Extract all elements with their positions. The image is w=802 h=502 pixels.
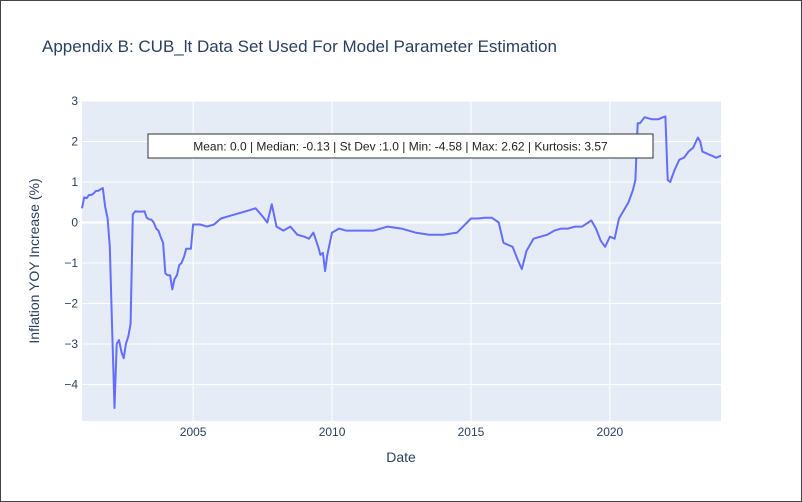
y-axis-title: Inflation YOY Increase (%) [26, 178, 42, 343]
x-tick-label: 2015 [458, 425, 485, 439]
x-tick-label: 2010 [319, 425, 346, 439]
x-tick-label: 2020 [597, 425, 624, 439]
series-line [81, 115, 722, 409]
x-axis-title: Date [386, 449, 416, 465]
y-tick-label: 2 [71, 135, 78, 149]
x-axis-ticks: 2005 2010 2015 2020 [180, 425, 624, 439]
stats-annotation: Mean: 0.0 | Median: -0.13 | St Dev :1.0 … [147, 133, 654, 159]
y-tick-label: −2 [64, 297, 78, 311]
y-tick-label: 1 [71, 175, 78, 189]
y-axis-ticks: 3 2 1 0 −1 −2 −3 −4 [64, 94, 78, 392]
annotation-text: Mean: 0.0 | Median: -0.13 | St Dev :1.0 … [193, 140, 608, 154]
y-tick-label: 3 [71, 94, 78, 108]
y-tick-label: 0 [71, 216, 78, 230]
chart-title: Appendix B: CUB_lt Data Set Used For Mod… [42, 37, 557, 56]
y-tick-label: −3 [64, 337, 78, 351]
y-tick-label: −1 [64, 256, 78, 270]
x-tick-label: 2005 [180, 425, 207, 439]
annotation-box [147, 133, 654, 159]
y-tick-label: −4 [64, 378, 78, 392]
